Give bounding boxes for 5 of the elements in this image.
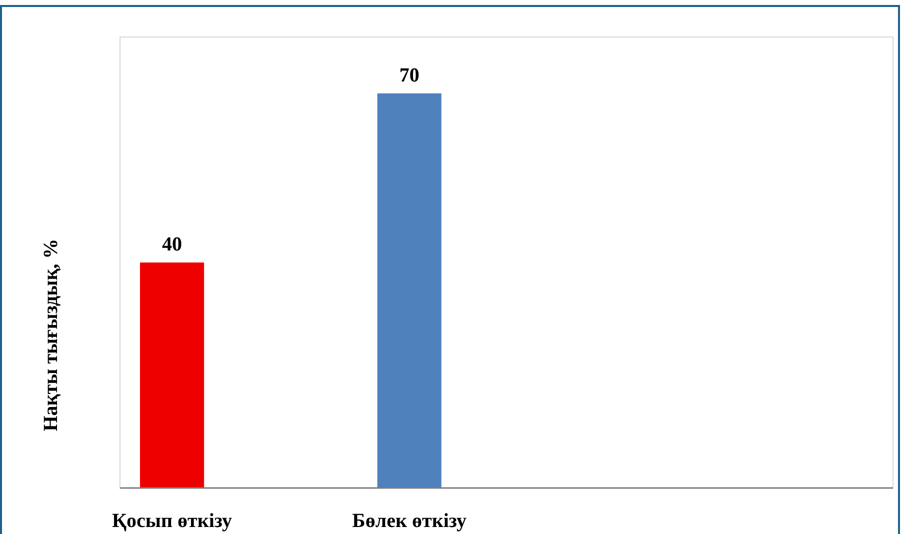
data-label: 70 [399, 64, 420, 86]
data-label: 40 [162, 234, 182, 256]
x-tick-label: Бөлек өткізу [352, 510, 467, 532]
x-tick-label: Қосып өткізу [112, 510, 232, 532]
y-axis-title: Нақты тығыздық, % [40, 238, 62, 432]
